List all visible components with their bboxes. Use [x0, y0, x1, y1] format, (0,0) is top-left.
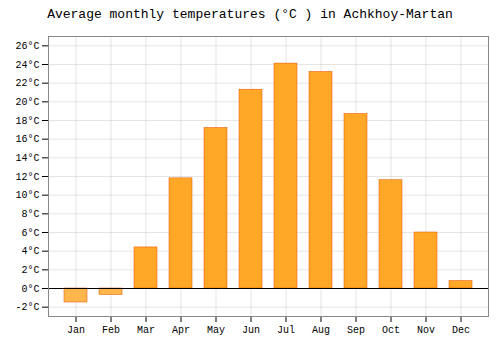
- svg-text:24°C: 24°C: [15, 60, 39, 71]
- svg-text:Oct: Oct: [382, 325, 400, 336]
- svg-text:Jan: Jan: [67, 325, 85, 336]
- svg-text:2°C: 2°C: [21, 265, 39, 276]
- svg-text:20°C: 20°C: [15, 97, 39, 108]
- svg-text:12°C: 12°C: [15, 172, 39, 183]
- svg-text:Feb: Feb: [102, 325, 120, 336]
- svg-text:Sep: Sep: [347, 325, 365, 336]
- svg-text:14°C: 14°C: [15, 153, 39, 164]
- html-text:Average monthly temperatures (: Average monthly temperatures (°C ) in Ac…: [47, 7, 453, 22]
- svg-text:22°C: 22°C: [15, 78, 39, 89]
- svg-text:Jun: Jun: [242, 325, 260, 336]
- svg-text:Jul: Jul: [277, 325, 295, 336]
- svg-text:6°C: 6°C: [21, 228, 39, 239]
- svg-text:Aug: Aug: [312, 325, 330, 336]
- svg-text:0°C: 0°C: [21, 284, 39, 295]
- svg-text:Nov: Nov: [417, 325, 435, 336]
- svg-text:Mar: Mar: [137, 325, 155, 336]
- svg-text:4°C: 4°C: [21, 246, 39, 257]
- svg-text:8°C: 8°C: [21, 209, 39, 220]
- svg-text:26°C: 26°C: [15, 41, 39, 52]
- svg-text:May: May: [207, 325, 225, 336]
- svg-text:10°C: 10°C: [15, 190, 39, 201]
- svg-text:-2°C: -2°C: [15, 302, 39, 313]
- svg-text:18°C: 18°C: [15, 116, 39, 127]
- svg-text:Dec: Dec: [452, 325, 470, 336]
- svg-text:Apr: Apr: [172, 325, 190, 336]
- svg-text:16°C: 16°C: [15, 134, 39, 145]
